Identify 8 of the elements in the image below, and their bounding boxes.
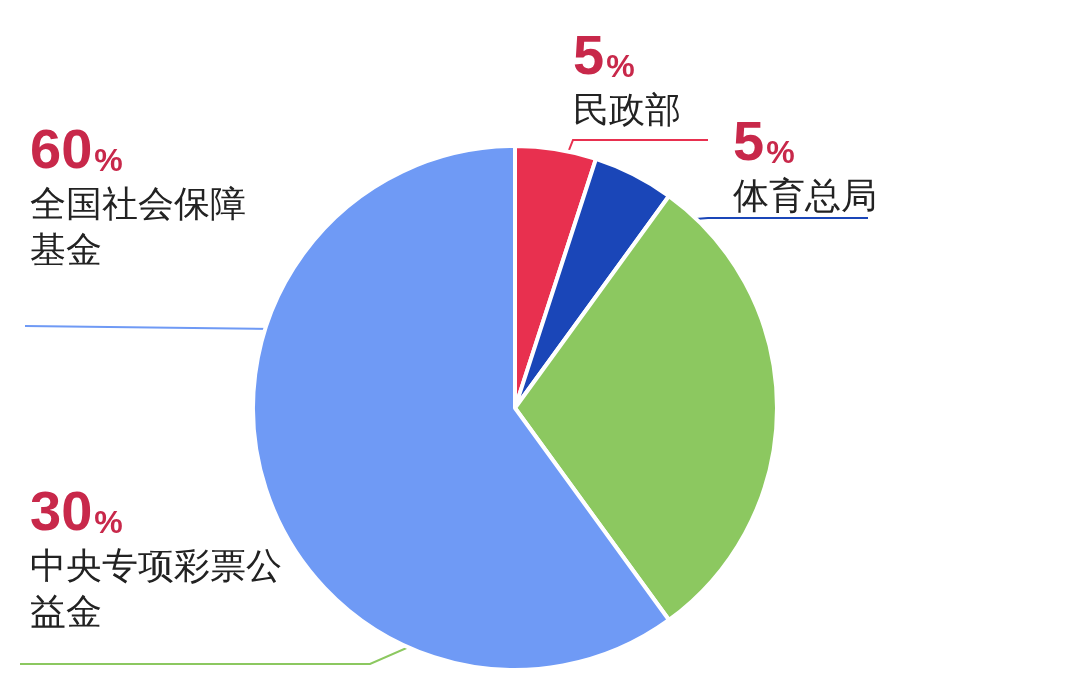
slice-label: 全国社会保障基金 bbox=[30, 182, 246, 270]
slice-label: 民政部 bbox=[573, 88, 681, 130]
data-label: 5% bbox=[573, 22, 635, 86]
data-label: 5% bbox=[733, 108, 795, 172]
slice-label: 中央专项彩票公益金 bbox=[30, 544, 282, 632]
data-label: 60% bbox=[30, 116, 123, 180]
slice-label: 体育总局 bbox=[733, 174, 877, 216]
data-label: 30% bbox=[30, 478, 123, 542]
